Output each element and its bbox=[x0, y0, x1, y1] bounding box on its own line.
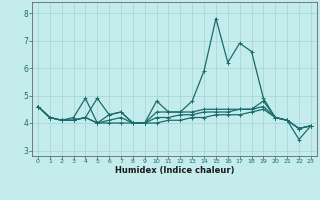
X-axis label: Humidex (Indice chaleur): Humidex (Indice chaleur) bbox=[115, 166, 234, 175]
